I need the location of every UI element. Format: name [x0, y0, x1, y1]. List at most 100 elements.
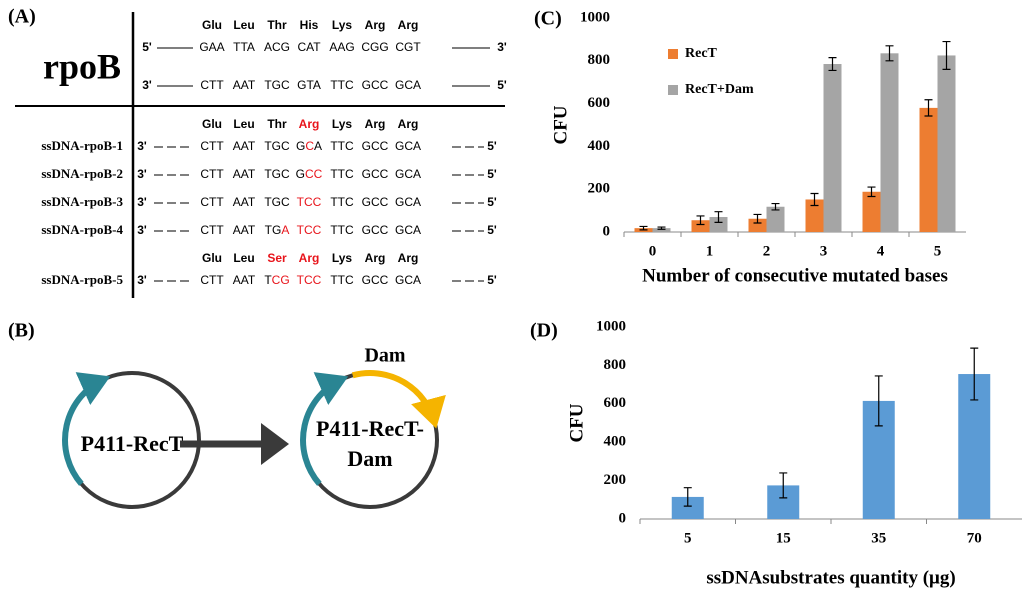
x-tick-label: 35: [871, 530, 886, 546]
panel-label: (A): [8, 6, 36, 28]
error-bar: [657, 226, 666, 230]
y-tick-label: 200: [588, 181, 611, 197]
y-tick-label: 400: [604, 434, 627, 450]
strand-end: 5': [487, 167, 497, 181]
amino-acid: Lys: [332, 251, 353, 265]
oligo-name: ssDNA-rpoB-1: [41, 138, 123, 153]
amino-acid: His: [300, 18, 319, 32]
strand-end: 3': [137, 273, 147, 287]
codon: TTC: [330, 167, 354, 181]
oligo-name: ssDNA-rpoB-4: [41, 222, 123, 237]
codon: AAT: [233, 167, 256, 181]
amino-acid: Lys: [332, 18, 353, 32]
y-tick-label: 1000: [580, 9, 610, 25]
base-segment: G: [296, 139, 305, 153]
codon: GCC: [362, 273, 389, 287]
bar: [919, 107, 938, 232]
codon: GCA: [395, 273, 421, 287]
codon: CTT: [200, 223, 224, 237]
x-axis-label: ssDNAsubstrates quantity (μg): [706, 567, 955, 588]
base-segment: G: [296, 167, 305, 181]
error-bar: [867, 186, 876, 198]
y-tick-label: 0: [603, 223, 611, 239]
codon: GCA: [395, 223, 421, 237]
oligo-name: ssDNA-rpoB-5: [41, 272, 123, 287]
x-tick-label: 5: [934, 243, 942, 259]
codon: TGC: [264, 78, 290, 92]
codon: TGA: [265, 223, 290, 237]
bar: [862, 191, 881, 232]
x-tick-label: 5: [684, 530, 692, 546]
codon: GCA: [296, 139, 322, 153]
codon: TCC: [297, 223, 322, 237]
codon: TTA: [233, 40, 255, 54]
legend-label: RecT+Dam: [685, 82, 754, 97]
codon: TGC: [264, 167, 290, 181]
amino-acid: Thr: [267, 18, 287, 32]
codon: AAT: [233, 139, 256, 153]
codon: GCA: [395, 195, 421, 209]
strand-end: 3': [497, 40, 507, 54]
codon: TGC: [264, 139, 290, 153]
legend-swatch: [668, 49, 678, 59]
bar: [937, 55, 956, 233]
bar: [748, 218, 767, 232]
panel-label: (D): [530, 320, 558, 342]
codon: CTT: [200, 78, 224, 92]
rect-gene: [300, 372, 349, 486]
amino-acid: Arg: [299, 251, 320, 265]
strand-end: 5': [497, 78, 507, 92]
x-tick-label: 70: [967, 530, 982, 546]
bar: [652, 228, 671, 232]
base-segment: CC: [305, 167, 323, 181]
amino-acid: Arg: [365, 18, 386, 32]
bar: [691, 220, 710, 232]
amino-acid: Arg: [398, 18, 419, 32]
rect-gene: [62, 372, 111, 486]
x-axis-label: Number of consecutive mutated bases: [642, 265, 948, 286]
amino-acid: Ser: [267, 251, 287, 265]
oligo-name: ssDNA-rpoB-3: [41, 194, 123, 209]
codon: GTA: [297, 78, 321, 92]
codon: CAT: [297, 40, 321, 54]
y-axis-label: CFU: [550, 105, 571, 144]
strand-end: 5': [487, 139, 497, 153]
codon: TGC: [264, 195, 290, 209]
x-tick-label: 4: [877, 243, 885, 259]
x-tick-label: 15: [776, 530, 791, 546]
base-segment: A: [314, 139, 322, 153]
codon: TTC: [330, 223, 354, 237]
amino-acid: Arg: [365, 251, 386, 265]
error-bar: [753, 213, 762, 224]
error-bar: [885, 45, 894, 62]
y-axis-label: CFU: [566, 403, 587, 442]
codon: GCC: [362, 223, 389, 237]
codon: CTT: [200, 167, 224, 181]
error-bar: [828, 56, 837, 72]
amino-acid: Arg: [398, 251, 419, 265]
amino-acid: Glu: [202, 117, 222, 131]
y-tick-label: 0: [619, 510, 627, 526]
y-tick-label: 200: [604, 472, 627, 488]
bar: [709, 217, 728, 232]
codon: CTT: [200, 195, 224, 209]
gene-label: Dam: [364, 345, 405, 367]
error-bar: [810, 192, 819, 207]
x-tick-label: 3: [820, 243, 828, 259]
strand-end: 5': [487, 273, 497, 287]
strand-end: 3': [137, 195, 147, 209]
codon: GCC: [362, 195, 389, 209]
strand-end: 5': [487, 195, 497, 209]
codon: TCC: [297, 195, 322, 209]
base-segment: C: [305, 139, 314, 153]
error-bar: [970, 347, 979, 401]
codon: CTT: [200, 273, 224, 287]
amino-acid: Leu: [233, 117, 254, 131]
y-tick-label: 1000: [596, 318, 626, 334]
error-bar: [779, 472, 788, 499]
codon: ACG: [264, 40, 290, 54]
base-segment: TCC: [297, 273, 322, 287]
bar: [766, 206, 785, 232]
plasmid-labels: P411-RecT P411-RecT- Dam: [81, 416, 424, 471]
